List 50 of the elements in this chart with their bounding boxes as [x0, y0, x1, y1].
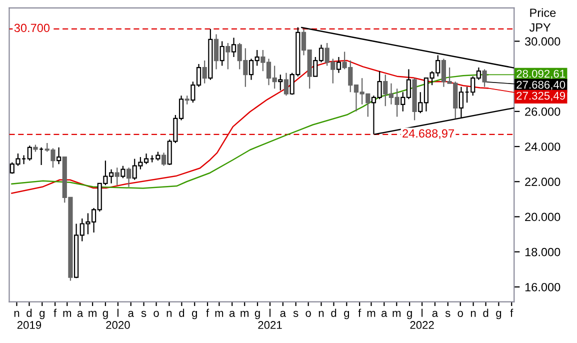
x-tick-label: m — [392, 310, 401, 317]
x-tick-label: a — [382, 310, 388, 317]
y-tick-label: 18.000 — [525, 248, 560, 256]
x-tick-label: a — [432, 310, 438, 317]
y-tick-label: 26.000 — [525, 107, 560, 116]
x-tick-label: d — [331, 308, 336, 317]
x-tick-label: a — [128, 310, 134, 317]
x-tick-label: d — [483, 308, 488, 317]
y-tick-label: 24.000 — [525, 142, 560, 151]
x-tick-label: m — [240, 310, 248, 317]
x-tick-label: f — [510, 308, 514, 317]
x-tick-label: g — [254, 310, 260, 320]
x-tick-label: f — [358, 308, 362, 317]
x-tick-label: g — [192, 310, 197, 320]
y-axis-title: JPY — [529, 23, 551, 32]
x-tick-label: a — [229, 310, 236, 317]
annotation: 27.686,40 — [516, 80, 566, 90]
ref-line-label: 30.700 — [14, 24, 50, 32]
x-tick-label: s — [445, 310, 450, 317]
y-tick-label: 30.000 — [524, 37, 560, 46]
x-tick-label: n — [470, 310, 476, 317]
y-tick-label: 16.000 — [525, 282, 560, 292]
data-label: 27.325,49 — [516, 92, 566, 101]
x-tick-label: o — [306, 310, 311, 317]
x-tick-label: f — [206, 308, 210, 317]
x-tick-label: n — [166, 310, 172, 317]
x-tick-label: a — [77, 310, 84, 317]
x-tick-label: g — [496, 310, 502, 320]
x-tick-label: f — [54, 308, 57, 317]
x-tick-label: m — [63, 310, 72, 317]
x-tick-label: g — [102, 310, 108, 320]
y-tick-label: 20.000 — [525, 212, 560, 222]
x-tick-label: n — [14, 310, 20, 317]
x-tick-label: s — [141, 310, 146, 317]
x-tick-label: o — [458, 310, 463, 317]
y-tick-label: 22.000 — [525, 178, 560, 186]
ref-line-label: 24.688,97 — [402, 129, 454, 139]
x-tick-label: m — [367, 310, 376, 317]
x-tick-label: g — [406, 310, 412, 320]
data-label: 28.092,61 — [516, 70, 566, 79]
x-tick-label: n — [318, 310, 324, 317]
x-tick-label: m — [215, 310, 224, 317]
x-tick-label: a — [280, 310, 286, 317]
x-tick-label: g — [40, 310, 45, 320]
x-tick-label: o — [154, 310, 159, 317]
x-tick-label: g — [344, 310, 350, 320]
x-tick-label: m — [88, 310, 96, 317]
text: Price — [530, 8, 556, 17]
x-tick-label: d — [179, 308, 184, 317]
x-tick-label: s — [293, 310, 298, 317]
